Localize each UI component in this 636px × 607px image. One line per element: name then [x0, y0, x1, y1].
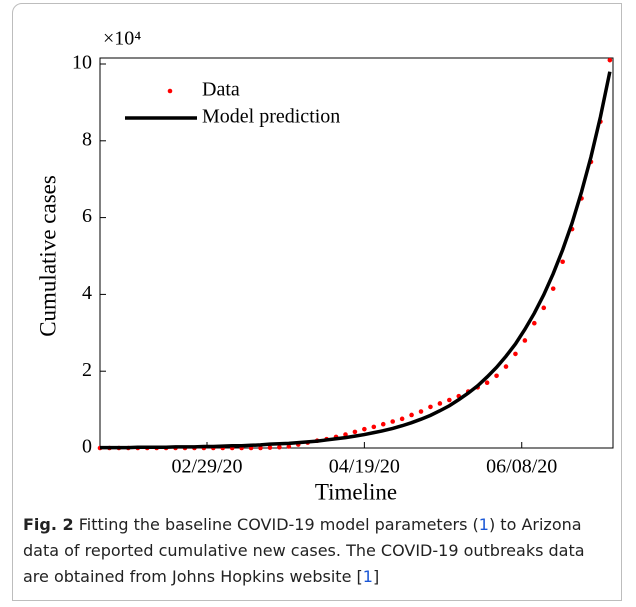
data-point: [532, 320, 537, 326]
model-line: [100, 71, 612, 450]
caption: Fig. 2 Fitting the baseline COVID-19 mod…: [23, 512, 615, 590]
data-point: [371, 424, 377, 430]
data-point: [390, 419, 395, 424]
data-point: [258, 445, 263, 451]
plot-frame: [99, 57, 614, 449]
data-point: [418, 409, 424, 414]
x-tick-label: 06/08/20: [486, 456, 557, 478]
citation-link[interactable]: 1: [362, 567, 373, 586]
data-point: [503, 364, 509, 369]
data-point: [607, 57, 613, 63]
data-point: [560, 259, 565, 265]
y-tick-label: 2: [82, 359, 92, 381]
caption-text: Fitting the baseline COVID-19 model para…: [78, 515, 479, 534]
y-tick-label: 8: [82, 128, 92, 150]
data-point: [409, 412, 414, 418]
data-point: [362, 426, 367, 432]
data-point: [399, 416, 405, 422]
data-point: [277, 444, 282, 450]
data-point: [267, 445, 273, 450]
x-axis-label: Timeline: [315, 479, 397, 504]
legend-label: Model prediction: [202, 106, 340, 128]
figure-frame: [12, 3, 622, 601]
y-tick-label: 6: [82, 205, 92, 227]
data-point: [494, 373, 499, 379]
x-tick-label: 02/29/20: [171, 456, 242, 478]
data-point: [437, 401, 443, 406]
data-point: [428, 404, 433, 410]
x-tick-label: 04/19/20: [329, 456, 400, 478]
data-point: [513, 351, 518, 357]
data-point: [522, 338, 528, 343]
y-axis-label: Cumulative cases: [35, 175, 60, 337]
y-multiplier: ×10⁴: [103, 28, 141, 50]
y-tick-label: 10: [72, 52, 92, 74]
data-point: [484, 380, 490, 386]
data-point: [286, 444, 292, 449]
data-point: [352, 429, 358, 435]
y-tick-label: 4: [82, 282, 92, 304]
legend-label: Data: [202, 79, 240, 101]
data-point: [550, 286, 556, 291]
citation-link[interactable]: 1: [478, 515, 489, 534]
caption-label: Fig. 2: [23, 515, 74, 534]
data-point: [380, 421, 386, 427]
chart: ×10⁴ Timeline Cumulative cases 0 2 4 6 8 10 02…: [35, 28, 614, 504]
caption-text: ) to Arizona data of reported cumulative…: [23, 515, 585, 586]
data-point: [541, 305, 547, 311]
caption-text: ]: [372, 567, 380, 586]
data-point: [447, 397, 452, 403]
legend-marker: [167, 88, 173, 94]
y-tick-label: 0: [82, 436, 92, 458]
